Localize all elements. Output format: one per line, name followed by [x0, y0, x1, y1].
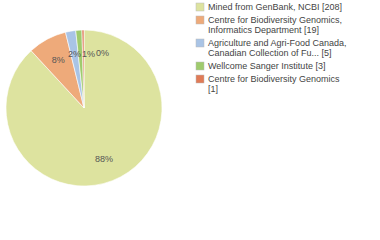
legend-label: Agriculture and Agri-Food Canada,Canadia…	[208, 38, 347, 58]
legend-swatch	[196, 3, 204, 11]
slices	[6, 30, 162, 186]
legend-line: Agriculture and Agri-Food Canada,	[208, 38, 347, 48]
data-label: 88%	[95, 154, 113, 164]
legend-swatch	[196, 16, 204, 24]
legend-swatch	[196, 39, 204, 47]
legend-line: Canadian Collection of Fu... [5]	[208, 48, 332, 58]
legend-label: Wellcome Sanger Institute [3]	[208, 61, 325, 71]
data-label: 8%	[52, 55, 65, 65]
data-label: 1%	[82, 49, 95, 59]
slice	[65, 30, 84, 108]
data-label: 0%	[96, 48, 109, 58]
legend: Mined from GenBank, NCBI [208] Centre for…	[196, 2, 347, 94]
slice	[76, 30, 84, 108]
legend-line: Informatics Department [19]	[208, 25, 319, 35]
legend-label: Centre for Biodiversity Genomics[1]	[208, 74, 340, 94]
legend-label: Centre for Biodiversity Genomics,Informa…	[208, 15, 342, 35]
legend-line: Mined from GenBank, NCBI [208]	[208, 2, 342, 12]
legend-line: [1]	[208, 84, 218, 94]
slice	[6, 30, 162, 186]
legend-label: Mined from GenBank, NCBI [208]	[208, 2, 342, 12]
data-label: 2%	[68, 49, 81, 59]
legend-swatch	[196, 75, 204, 83]
slice	[82, 30, 84, 108]
legend-swatch	[196, 62, 204, 70]
chart: 88% 8%2%1%0% Mined from GenBank, NCBI [208…	[0, 0, 380, 240]
legend-line: Centre for Biodiversity Genomics,	[208, 15, 342, 25]
legend-line: Wellcome Sanger Institute [3]	[208, 61, 325, 71]
legend-line: Centre for Biodiversity Genomics	[208, 74, 340, 84]
